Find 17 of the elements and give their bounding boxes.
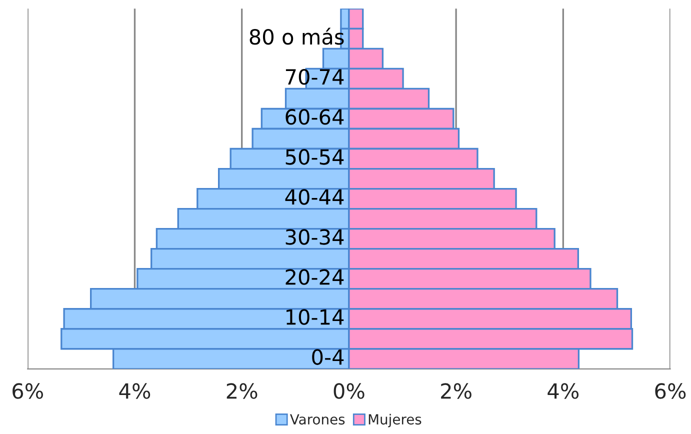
y-tick-label: 0-4 [312,349,344,365]
legend-label: Varones [290,414,345,425]
x-tick-label: 6% [655,383,686,399]
x-tick-label: 2% [226,383,258,399]
legend-label: Mujeres [368,414,422,428]
x-tick-label: 0% [334,383,364,399]
y-tick-label: 10-14 [286,309,344,325]
y-tick-label: 30-34 [286,229,344,245]
y-tick-label: 20-24 [286,269,344,285]
y-tick-label: 50-54 [286,149,344,165]
x-tick-label: 4% [119,383,150,399]
x-tick-label: 2% [441,383,472,399]
x-tick-label: 6% [12,383,44,399]
x-tick-label: 4% [548,383,579,399]
y-tick-label: 40-44 [285,189,344,205]
y-tick-label: 70-74 [286,69,344,85]
y-tick-label: 60-64 [286,109,344,125]
